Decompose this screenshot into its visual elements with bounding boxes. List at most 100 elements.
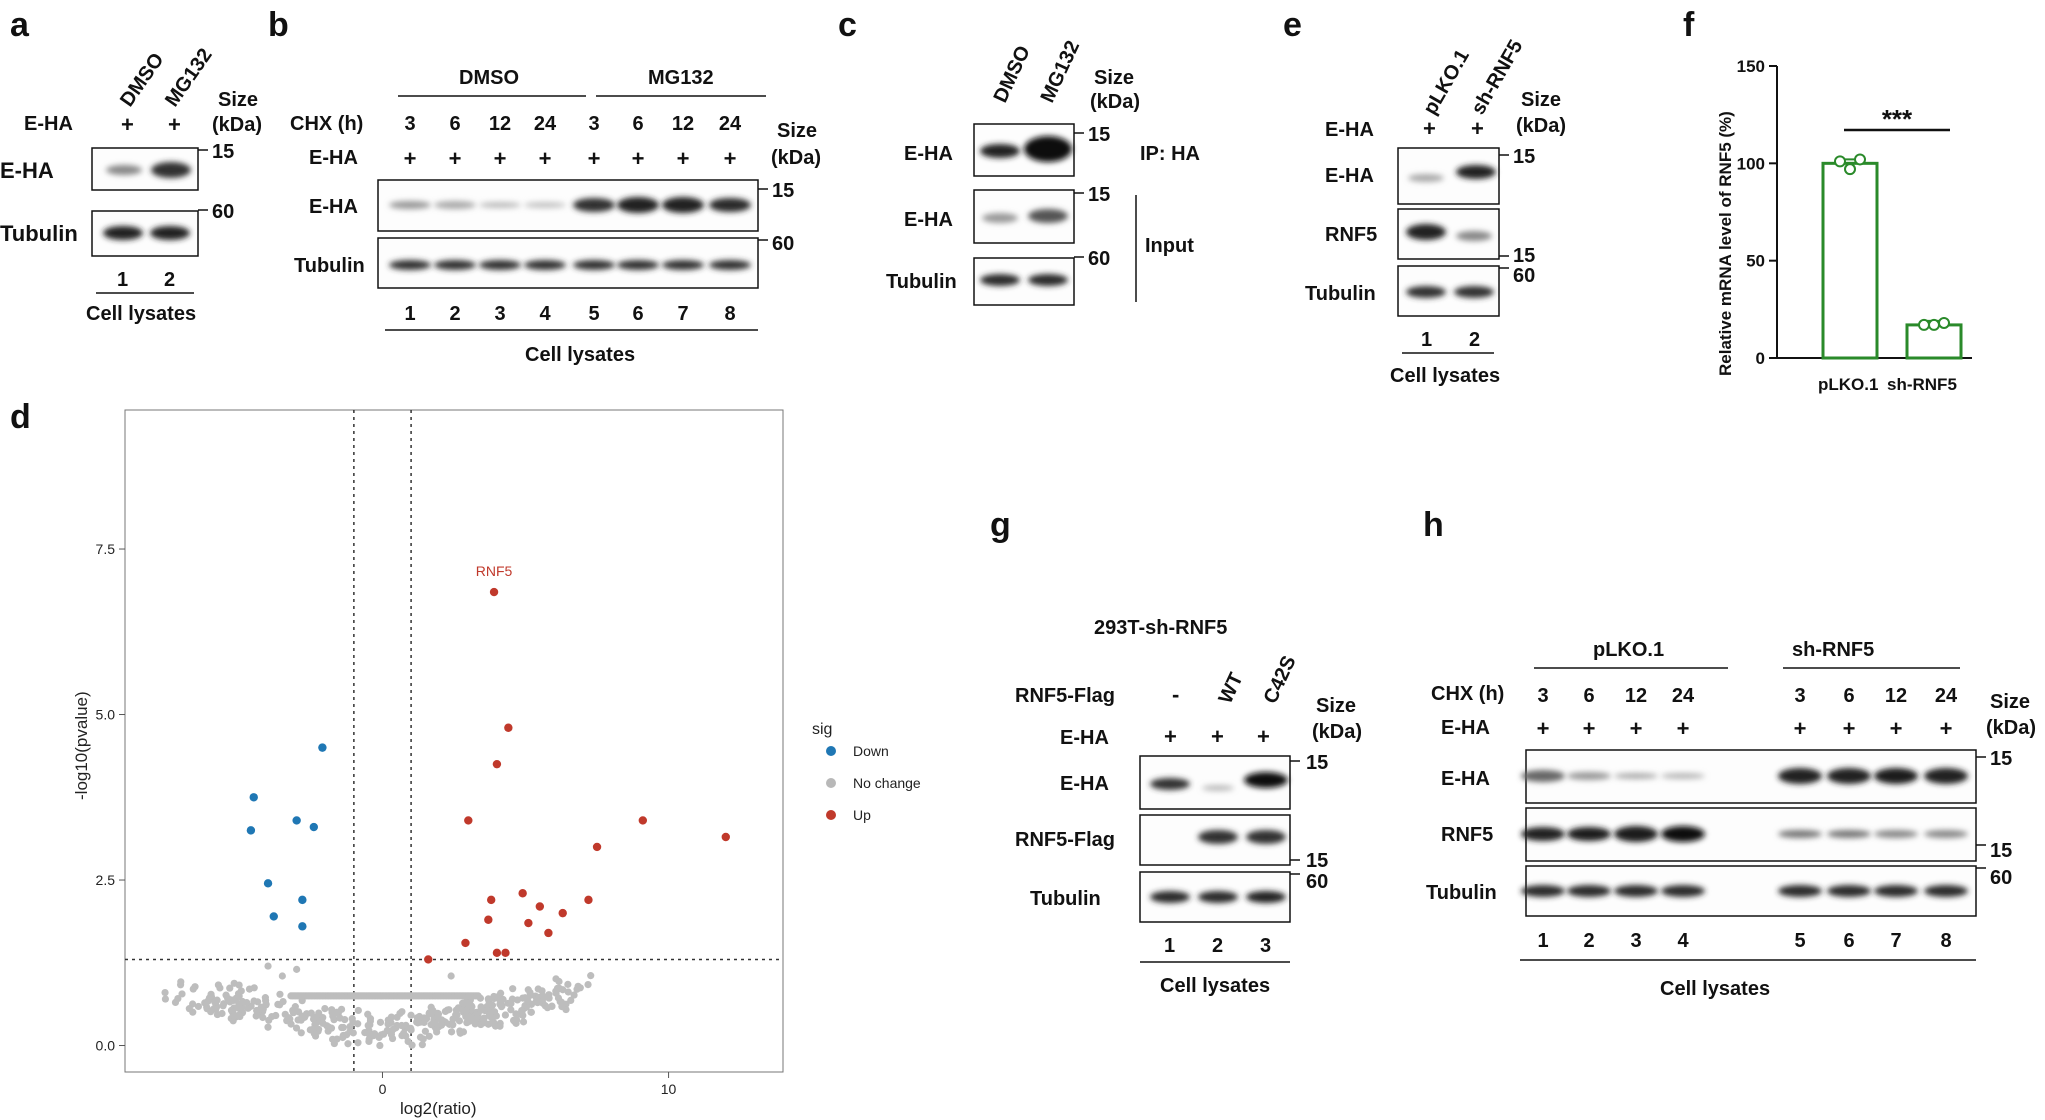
mw-label-60: 60 (772, 233, 794, 255)
group-label-mg132: MG132 (648, 67, 714, 89)
band (1567, 885, 1611, 897)
lane-number: 3 (1630, 930, 1641, 952)
chx-value: 12 (672, 113, 694, 135)
point-no-change (339, 1023, 347, 1032)
point-no-change (527, 1008, 535, 1016)
kda-label: (kDa) (1090, 91, 1140, 113)
band (1661, 885, 1705, 897)
point-no-change (178, 990, 186, 998)
point-down (246, 826, 256, 835)
band (1614, 773, 1658, 779)
kda-label: (kDa) (1986, 717, 2036, 739)
point-no-change (219, 1002, 227, 1010)
point-no-change (216, 984, 224, 992)
band (151, 162, 191, 178)
plus-sign: + (1471, 116, 1484, 141)
point-no-change (452, 1006, 460, 1014)
band (1661, 826, 1705, 842)
point-no-change (235, 981, 243, 989)
point-no-change (455, 1017, 464, 1025)
panel-label-h: h (1423, 506, 1444, 544)
lane-number: 6 (632, 303, 643, 325)
significance-label: *** (1882, 104, 1913, 134)
data-point (1854, 153, 1866, 166)
band (1614, 826, 1658, 842)
point-up (424, 955, 433, 964)
point-no-change (237, 987, 245, 995)
point-no-change (488, 1001, 497, 1009)
band (1406, 224, 1446, 240)
band (1827, 885, 1871, 897)
point-no-change (474, 992, 482, 1000)
band (709, 260, 751, 270)
mw-label-15: 15 (772, 180, 794, 202)
point-no-change (252, 1012, 260, 1020)
band (389, 260, 431, 270)
point-no-change (573, 985, 581, 993)
row-label-e-ha: E-HA (1325, 165, 1374, 187)
point-no-change (236, 1012, 244, 1021)
point-no-change (462, 998, 470, 1006)
lane-number: 7 (1890, 930, 1901, 952)
mw-label-15: 15 (1990, 840, 2012, 862)
band (662, 197, 704, 213)
annotation-rnf5: RNF5 (476, 563, 513, 579)
band (1521, 827, 1565, 841)
point-no-change (437, 1020, 446, 1028)
point-no-change (519, 1018, 528, 1026)
plot-area (124, 409, 784, 1073)
point-no-change (289, 1006, 297, 1015)
band (1924, 768, 1968, 784)
chx-value: 6 (1843, 685, 1854, 707)
point-no-change (218, 1009, 226, 1018)
point-no-change (490, 992, 498, 1001)
point-down (292, 816, 301, 825)
band (1244, 772, 1288, 788)
data-point (1844, 163, 1856, 176)
panel-a: DMSO MG132 Size (kDa) E-HA + + E-HA 15 T… (0, 45, 262, 325)
point-no-change (524, 986, 532, 994)
size-label: Size (777, 120, 817, 142)
legend-marker (826, 778, 836, 788)
band (1567, 772, 1611, 780)
point-no-change (420, 1014, 428, 1022)
point-no-change (189, 1000, 197, 1008)
lane-number: 2 (164, 269, 175, 291)
point-no-change (407, 1024, 415, 1033)
point-no-change (389, 1025, 397, 1033)
plus-sign: + (539, 146, 552, 171)
point-no-change (272, 1011, 280, 1020)
point-up (592, 842, 602, 852)
band (1778, 830, 1822, 838)
band (1874, 768, 1918, 784)
row-label-e-ha: E-HA (309, 147, 358, 169)
point-no-change (161, 988, 169, 997)
col-label-mg132: MG132 (1037, 37, 1085, 106)
point-no-change (384, 1016, 392, 1024)
lane-numbers: 1 2 3 4 5 6 7 8 (404, 303, 735, 325)
mw-label-60: 60 (212, 201, 234, 223)
point-no-change (434, 1013, 442, 1021)
band (1614, 885, 1658, 897)
lane-number: 1 (1421, 329, 1432, 351)
band (1567, 827, 1611, 841)
point-up (484, 915, 493, 924)
plus-sign: + (677, 146, 690, 171)
plus-sign: + (632, 146, 645, 171)
lane-number: 2 (1469, 329, 1480, 351)
point-no-change (584, 980, 592, 989)
data-point (1834, 155, 1846, 168)
point-no-change (211, 998, 219, 1006)
y-axis-label: Relative mRNA level of RNF5 (%) (1716, 111, 1735, 376)
chx-value: 3 (404, 113, 415, 135)
point-no-change (421, 1027, 429, 1035)
size-label: Size (218, 89, 258, 111)
group-label-dmso: DMSO (459, 67, 519, 89)
band (434, 201, 476, 209)
group-label-sh-rnf5: sh-RNF5 (1792, 639, 1874, 661)
point-no-change (567, 996, 575, 1005)
mw-label-15: 15 (1306, 752, 1328, 774)
point-no-change (489, 1019, 497, 1028)
chx-value: 6 (632, 113, 643, 135)
